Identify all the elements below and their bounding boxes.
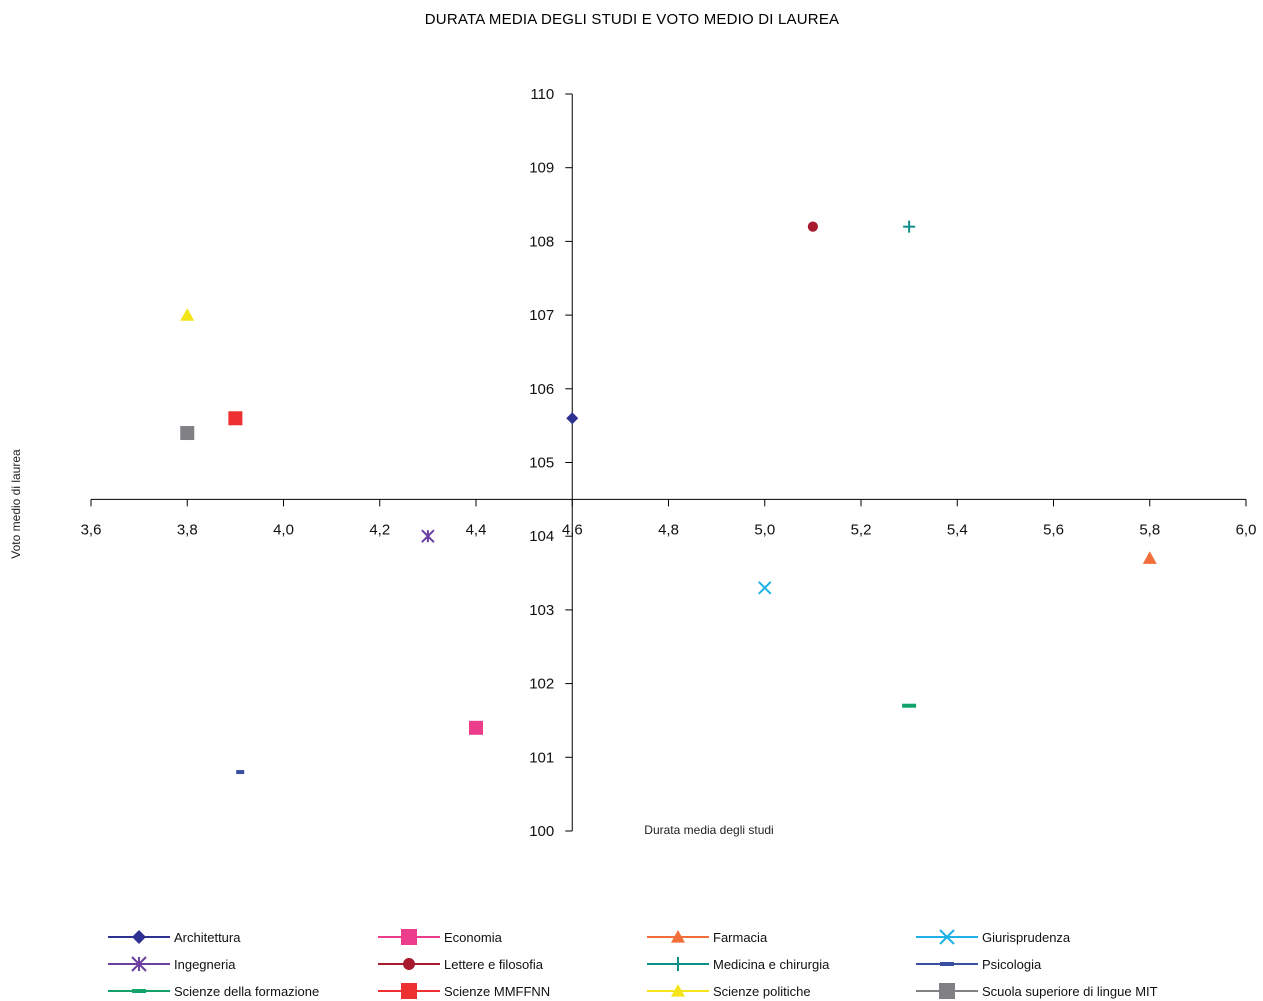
legend-item-ingegneria: Ingegneria [108, 956, 236, 972]
legend-label: Scuola superiore di lingue MIT [982, 984, 1158, 999]
data-point-scuola-superiore-di-lingue-mit [180, 426, 195, 441]
legend-marker [132, 930, 146, 944]
x-tick-label: 5,0 [754, 521, 775, 538]
y-tick-label: 104 [529, 528, 554, 545]
legend-marker [403, 958, 415, 970]
legend-item-economia: Economia [378, 929, 503, 945]
x-tick-label: 6,0 [1236, 521, 1257, 538]
legend-item-scuola-superiore-di-lingue-mit: Scuola superiore di lingue MIT [916, 983, 1158, 999]
data-point-scienze-mmffnn [228, 411, 243, 426]
legend-marker [401, 983, 417, 999]
legend-item-psicologia: Psicologia [916, 957, 1042, 972]
legend-label: Scienze della formazione [174, 984, 319, 999]
y-tick-label: 106 [529, 381, 554, 398]
data-point-lettere-e-filosofia [807, 221, 818, 232]
legend-marker [671, 957, 685, 971]
legend-label: Giurisprudenza [982, 930, 1071, 945]
x-axis-label: Durata media degli studi [644, 823, 773, 837]
y-tick-label: 105 [529, 455, 554, 472]
x-tick-label: 4,6 [562, 521, 583, 538]
data-point-medicina-e-chirurgia [903, 220, 916, 233]
y-tick-label: 101 [529, 749, 554, 766]
y-tick-label: 100 [529, 823, 554, 840]
data-points [180, 220, 1157, 775]
x-tick-label: 5,6 [1043, 521, 1064, 538]
legend-marker [939, 983, 955, 999]
y-axis-ticks: 100 101 102 103 104 105 106 107 108 109 110 [529, 86, 573, 840]
chart-title: DURATA MEDIA DEGLI STUDI E VOTO MEDIO DI… [425, 11, 839, 28]
y-tick-label: 103 [529, 602, 554, 619]
legend-label: Architettura [174, 930, 241, 945]
x-tick-label: 4,0 [273, 521, 294, 538]
data-point-scienze-della-formazione [902, 703, 917, 708]
x-tick-label: 3,8 [177, 521, 198, 538]
legend-marker [401, 929, 417, 945]
legend-marker [939, 929, 955, 945]
legend-item-medicina-e-chirurgia: Medicina e chirurgia [647, 957, 830, 972]
legend-label: Ingegneria [174, 957, 236, 972]
x-tick-label: 5,8 [1139, 521, 1160, 538]
y-tick-label: 110 [530, 86, 554, 103]
data-point-farmacia [1142, 551, 1157, 564]
legend-marker [671, 930, 685, 943]
x-tick-label: 4,4 [466, 521, 487, 538]
legend-item-farmacia: Farmacia [647, 930, 768, 945]
x-tick-label: 5,2 [851, 521, 872, 538]
legend-item-lettere-e-filosofia: Lettere e filosofia [378, 957, 544, 972]
y-tick-label: 109 [529, 160, 554, 177]
data-point-scienze-politiche [180, 308, 195, 321]
legend-label: Scienze politiche [713, 984, 811, 999]
legend-label: Psicologia [982, 957, 1042, 972]
x-tick-label: 3,6 [81, 521, 102, 538]
legend-item-giurisprudenza: Giurisprudenza [916, 929, 1071, 945]
data-point-ingegneria [421, 529, 435, 543]
data-point-architettura [566, 412, 579, 425]
legend-marker [131, 956, 147, 972]
y-tick-label: 108 [529, 233, 554, 250]
x-tick-label: 4,8 [658, 521, 679, 538]
legend: Architettura Economia Farmacia Giurispruden… [108, 929, 1158, 999]
y-tick-label: 102 [529, 676, 554, 693]
legend-label: Economia [444, 930, 503, 945]
data-point-economia [469, 720, 483, 735]
legend-marker [940, 962, 954, 966]
legend-item-architettura: Architettura [108, 930, 241, 945]
legend-marker [132, 989, 146, 993]
data-point-psicologia [236, 770, 245, 775]
y-axis-label: Voto medio di laurea [9, 449, 23, 559]
legend-label: Lettere e filosofia [444, 957, 544, 972]
x-axis-ticks: 3,6 3,8 4,0 4,2 4,4 4,6 4,8 5,0 5,2 5,4 5,6 5,8 6,0 [81, 499, 1257, 538]
axes [91, 94, 1246, 831]
y-tick-label: 107 [529, 307, 554, 324]
x-tick-label: 4,2 [369, 521, 390, 538]
legend-label: Farmacia [713, 930, 768, 945]
data-point-giurisprudenza [758, 581, 772, 595]
legend-marker [671, 984, 685, 997]
legend-label: Medicina e chirurgia [713, 957, 830, 972]
x-tick-label: 5,4 [947, 521, 968, 538]
legend-item-scienze-della-formazione: Scienze della formazione [108, 984, 319, 999]
legend-item-scienze-politiche: Scienze politiche [647, 984, 811, 999]
legend-label: Scienze MMFFNN [444, 984, 550, 999]
legend-item-scienze-mmffnn: Scienze MMFFNN [378, 983, 550, 999]
